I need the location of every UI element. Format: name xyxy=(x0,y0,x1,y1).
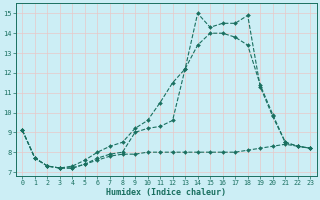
X-axis label: Humidex (Indice chaleur): Humidex (Indice chaleur) xyxy=(106,188,226,197)
